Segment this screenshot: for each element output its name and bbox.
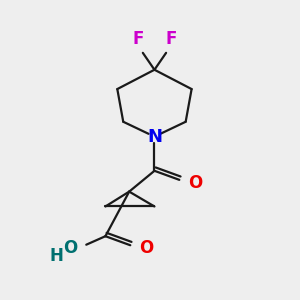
Text: O: O bbox=[139, 239, 154, 257]
Text: F: F bbox=[165, 29, 176, 47]
Text: N: N bbox=[147, 128, 162, 146]
Text: H: H bbox=[50, 248, 63, 266]
Text: O: O bbox=[63, 239, 77, 257]
Text: F: F bbox=[132, 29, 144, 47]
Text: O: O bbox=[188, 174, 203, 192]
